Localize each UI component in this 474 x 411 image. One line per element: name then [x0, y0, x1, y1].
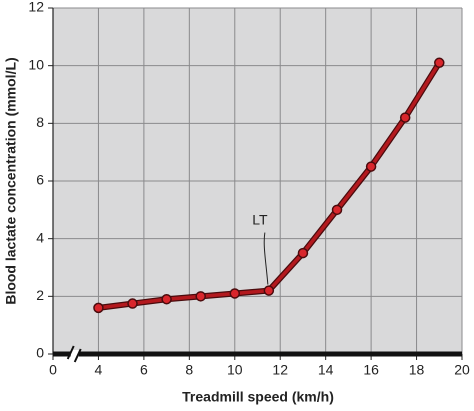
data-point: [195, 291, 206, 302]
data-point: [399, 112, 411, 123]
x-tick-label: 10: [227, 362, 243, 378]
y-tick-label: 2: [36, 287, 44, 303]
y-tick-label: 10: [28, 56, 44, 72]
x-tick-label: 6: [140, 362, 148, 378]
x-tick-label: 14: [318, 362, 334, 378]
x-tick-label: 12: [272, 362, 288, 378]
axis-break-gap: [70, 350, 79, 358]
y-tick-label: 8: [36, 114, 44, 130]
data-point: [297, 247, 309, 259]
y-tick-label: 4: [36, 229, 44, 245]
annotation-label: LT: [252, 211, 268, 227]
y-tick-label: 12: [28, 0, 44, 15]
x-axis-title: Treadmill speed (km/h): [182, 389, 334, 405]
x-tick-label: 8: [185, 362, 193, 378]
data-point: [161, 293, 172, 305]
x-tick-label: 20: [454, 362, 470, 378]
data-point: [434, 57, 445, 69]
data-point: [331, 204, 343, 216]
y-tick-label: 6: [36, 172, 44, 188]
axis-break: [66, 345, 82, 363]
data-point: [263, 285, 275, 296]
x-tick-label: 18: [409, 362, 425, 378]
annotation-leader: [263, 232, 269, 285]
x-tick-label: 16: [363, 362, 379, 378]
x-tick-label: 4: [95, 362, 103, 378]
data-point: [365, 161, 377, 172]
data-point: [229, 288, 241, 299]
data-point: [127, 298, 138, 309]
data-point: [93, 302, 104, 314]
y-axis-title: Blood lactate concentration (mmol/L): [3, 57, 19, 304]
y-tick-label: 0: [36, 345, 44, 361]
x-tick-label: 0: [49, 362, 57, 378]
